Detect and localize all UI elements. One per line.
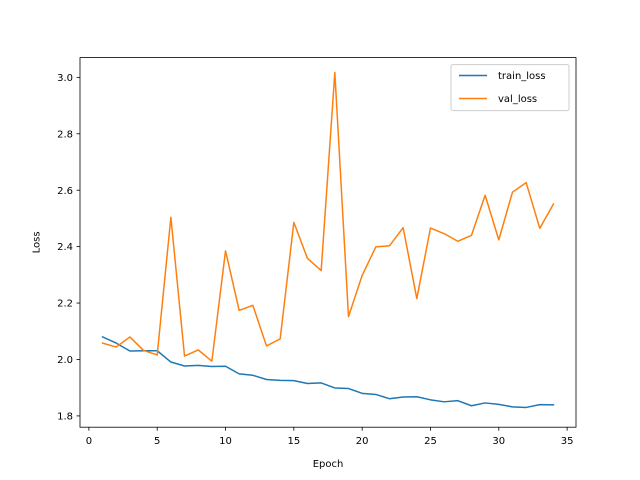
x-tick-label: 15 <box>287 436 300 447</box>
x-tick-label: 25 <box>424 436 437 447</box>
series-line-val-loss <box>101 71 555 362</box>
series-layer <box>101 71 555 409</box>
x-tick-label: 35 <box>561 436 574 447</box>
axes-frame <box>79 57 577 428</box>
y-tick-label: 2.8 <box>57 129 73 140</box>
x-tick-label: 10 <box>219 436 232 447</box>
x-axis-ticks: 0 5 10 15 20 25 30 35 <box>86 427 574 447</box>
series-line-train-loss <box>101 335 555 409</box>
legend-label-train-loss: train_loss <box>498 71 546 82</box>
x-tick-label: 20 <box>356 436 369 447</box>
y-tick-label: 2.4 <box>57 242 73 253</box>
y-tick-label: 2.6 <box>57 186 73 197</box>
y-tick-label: 1.8 <box>57 412 73 423</box>
legend: train_loss val_loss <box>450 64 570 112</box>
legend-label-val-loss: val_loss <box>498 94 537 105</box>
x-axis-label: Epoch <box>313 459 344 470</box>
x-tick-label: 30 <box>492 436 505 447</box>
x-tick-label: 0 <box>86 436 92 447</box>
y-tick-label: 3.0 <box>57 73 73 84</box>
y-tick-label: 2.0 <box>57 355 73 366</box>
plot-area <box>79 57 577 428</box>
y-axis-label: Loss <box>32 231 43 253</box>
y-tick-label: 2.2 <box>57 299 73 310</box>
y-axis-ticks: 1.8 2.0 2.2 2.4 2.6 2.8 3.0 <box>57 73 80 423</box>
x-tick-label: 5 <box>154 436 160 447</box>
